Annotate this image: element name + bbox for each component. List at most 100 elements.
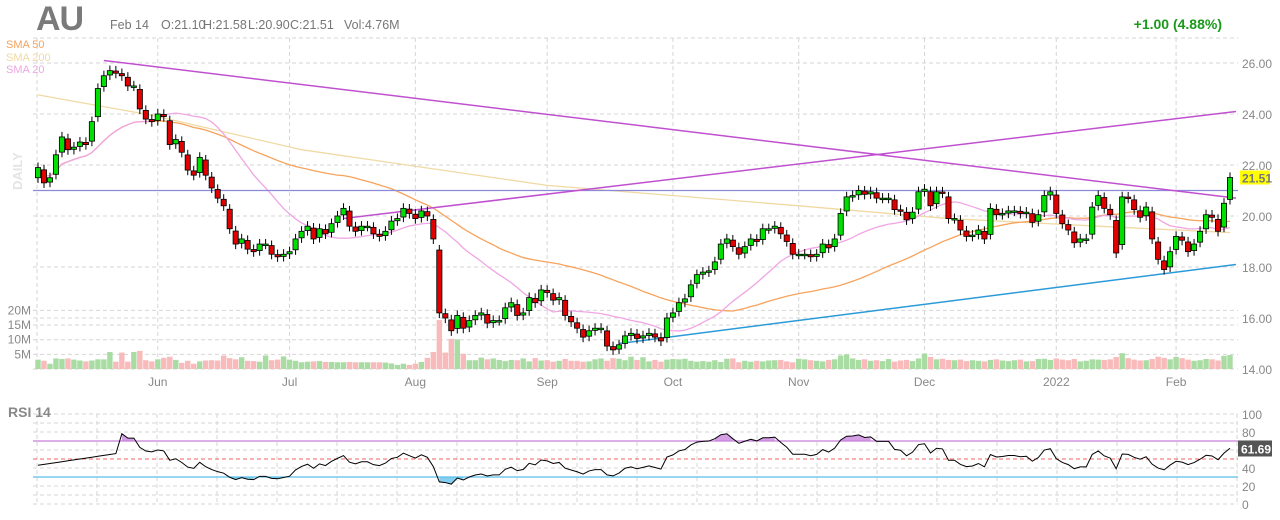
volume-bar (1173, 356, 1179, 369)
price-tick-label: 20.00 (1242, 210, 1272, 224)
candle-body (951, 218, 958, 221)
candle-body (178, 141, 185, 153)
volume-bar (646, 361, 652, 369)
candle-body (88, 121, 95, 142)
candle-body (190, 170, 197, 176)
candle-body (783, 234, 790, 242)
candle-body (412, 213, 419, 219)
candle-body (304, 225, 311, 231)
candle-body (1005, 210, 1012, 214)
x-tick-label: Nov (788, 375, 809, 389)
volume-bar (107, 352, 113, 369)
candle-body (406, 208, 413, 214)
volume-bar (514, 360, 520, 369)
price-tick-label: 18.00 (1242, 261, 1272, 275)
candle-body (633, 333, 640, 339)
candle-body (1101, 197, 1108, 209)
candle-body (1125, 196, 1132, 199)
candle-body (837, 213, 844, 236)
candle-body (873, 192, 880, 199)
volume-bar (83, 361, 89, 369)
volume-bar (562, 359, 568, 369)
candle-body (861, 190, 868, 195)
volume-bar (532, 358, 538, 369)
candle-body (520, 312, 527, 316)
candle-body (999, 213, 1006, 216)
candle-body (148, 119, 155, 123)
volume-bar (442, 352, 449, 369)
candle-body (963, 230, 970, 237)
volume-bar (268, 360, 275, 369)
candle-body (286, 251, 293, 255)
sma20-line (37, 112, 1231, 332)
candle-body (592, 327, 599, 331)
candle-body (214, 189, 221, 199)
volume-bar (400, 363, 407, 369)
volume-tick-label: 20M (8, 303, 31, 317)
candle-body (843, 196, 850, 212)
candle-body (1173, 235, 1180, 250)
price-tick-label: 14.00 (1242, 363, 1272, 377)
volume-bar (544, 360, 550, 369)
candle-body (220, 198, 227, 207)
volume-bar (640, 357, 646, 369)
volume-bar (706, 361, 712, 369)
volume-bar (987, 359, 994, 369)
volume-bar (35, 359, 41, 369)
candle-body (1053, 194, 1060, 214)
candle-body (346, 210, 353, 227)
candle-body (106, 70, 113, 76)
volume-bar (879, 361, 886, 369)
last-price-label: 21.51 (1242, 171, 1272, 185)
candle-body (100, 75, 107, 87)
candle-body (1143, 206, 1150, 217)
candle-body (622, 335, 629, 344)
candle-body (699, 271, 706, 275)
sma200-line (37, 94, 1231, 234)
volume-value: Vol:4.76M (344, 18, 400, 32)
volume-bar (1065, 360, 1071, 369)
candle-body (885, 197, 892, 201)
volume-bar (382, 362, 389, 369)
candle-body (1197, 230, 1204, 243)
candle-body (358, 225, 365, 231)
candle-body (544, 289, 551, 293)
candle-body (927, 191, 934, 207)
candle-body (238, 238, 245, 244)
volume-bar (855, 359, 862, 369)
volume-bar (837, 355, 844, 369)
trend-line (618, 263, 1237, 345)
candle-body (58, 136, 65, 153)
candle-body (586, 330, 593, 337)
volume-bar (736, 362, 742, 369)
candle-body (1065, 224, 1072, 231)
candle-body (514, 304, 521, 316)
volume-bar (460, 353, 466, 369)
volume-bar (143, 360, 149, 369)
price-tick-label: 24.00 (1242, 108, 1272, 122)
candle-body (226, 208, 233, 230)
candle-body (460, 316, 467, 329)
volume-bar (406, 364, 413, 369)
volume-bar (256, 361, 263, 369)
volume-bar (945, 359, 952, 369)
volume-bar (526, 361, 532, 369)
x-tick-label: Dec (914, 375, 935, 389)
candle-body (70, 146, 77, 150)
candle-body (1203, 214, 1210, 230)
volume-bar (802, 359, 808, 369)
volume-bar (1071, 359, 1077, 369)
candle-body (1089, 206, 1096, 235)
candle-body (142, 110, 149, 120)
candle-body (1071, 231, 1078, 244)
candle-body (364, 225, 371, 229)
volume-bar (718, 361, 724, 369)
candle-body (777, 226, 784, 235)
volume-bar (274, 359, 281, 369)
candle-body (1185, 241, 1192, 253)
rsi-tick-label: 80 (1242, 426, 1256, 440)
candle-body (987, 207, 994, 235)
candle-body (598, 327, 605, 331)
volume-bar (586, 361, 592, 369)
